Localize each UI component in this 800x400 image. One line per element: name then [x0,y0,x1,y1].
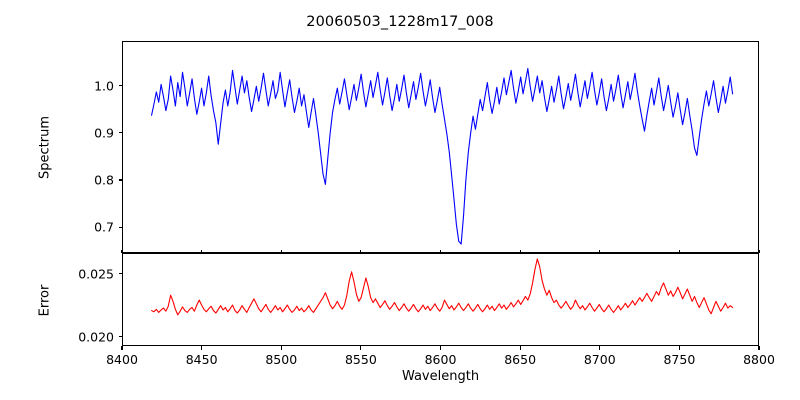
x-tick [758,346,760,350]
x-tick-upper [599,249,601,253]
spectrum-y-ticklabel: 0.9 [94,125,114,141]
x-ticklabel: 8400 [106,352,138,367]
x-tick-upper [439,249,442,253]
x-ticklabel: 8800 [743,352,775,367]
spectrum-y-ticklabel: 0.7 [94,219,114,235]
error-y-tick [118,273,122,275]
error-line-series [123,254,758,345]
x-tick-upper [360,249,362,253]
x-ticklabel: 8450 [185,352,218,367]
error-y-ticklabel: 0.020 [78,329,114,345]
x-tick [519,346,521,350]
x-tick [599,346,601,350]
x-tick [439,346,442,350]
figure-title: 20060503_1228m17_008 [306,14,494,30]
x-tick [360,346,362,350]
x-axis-label: Wavelength [401,369,480,384]
x-tick [678,346,680,350]
error-y-ticklabel: 0.025 [78,266,114,282]
x-ticklabel: 8550 [344,352,377,367]
x-tick [121,346,123,350]
x-tick-upper [201,249,203,253]
x-tick-upper [758,249,760,253]
x-ticklabel: 8600 [424,352,457,367]
spectrum-y-ticklabel: 1.0 [94,78,114,94]
x-tick-upper [519,249,521,253]
x-ticklabel: 8650 [504,352,537,367]
x-tick [201,346,203,350]
spectrum-y-ticklabel: 0.8 [94,172,114,188]
spectrum-panel-polyline [152,69,733,244]
x-tick [280,346,282,350]
x-tick-upper [678,249,680,253]
x-ticklabel: 8500 [265,352,298,367]
x-ticklabel: 8750 [663,352,696,367]
x-tick-upper [280,249,282,253]
spectrum-y-tick [118,179,122,181]
x-ticklabel: 8700 [583,352,616,367]
error-plot-area [122,253,759,346]
spectrum-y-tick [118,226,122,228]
spectrum-line-series [123,42,758,252]
spectrum-y-tick [118,85,122,87]
error-y-tick [118,336,122,338]
spectrum-plot-area [122,41,759,253]
error-panel-polyline [152,259,733,315]
spectrum-y-axis-label: Spectrum [37,116,53,179]
spectrum-y-tick [118,132,122,134]
x-tick-upper [121,249,123,253]
